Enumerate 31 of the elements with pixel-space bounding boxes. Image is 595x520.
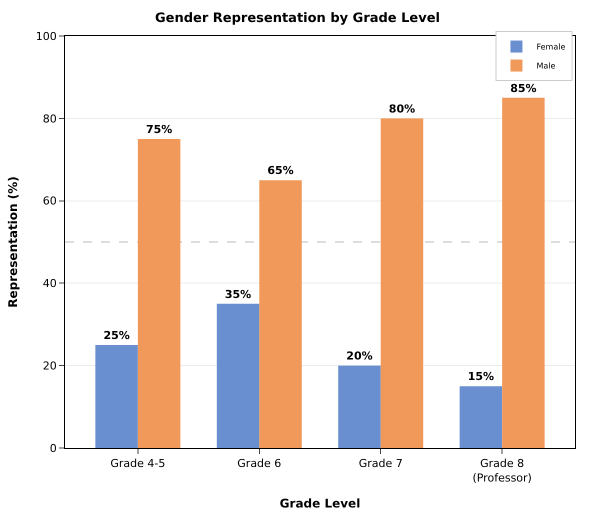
data-label: 25% <box>103 329 130 342</box>
x-tick-label: Grade 7 <box>358 457 403 470</box>
data-label: 65% <box>267 164 294 178</box>
data-label: 35% <box>224 288 252 301</box>
bar <box>138 139 180 448</box>
data-label: 80% <box>388 102 416 116</box>
legend-label: Male <box>536 62 556 71</box>
bar <box>460 386 502 448</box>
bar <box>380 118 424 448</box>
x-tick-label: Grade 6 <box>237 457 282 470</box>
y-tick-label: 20 <box>42 359 57 372</box>
bar <box>259 180 302 448</box>
y-tick-label: 60 <box>42 194 57 208</box>
x-axis-title: Grade Level <box>280 496 360 510</box>
chart-title: Gender Representation by Grade Level <box>155 11 440 26</box>
data-label: 85% <box>510 82 537 95</box>
y-axis-title: Representation (%) <box>6 176 20 308</box>
y-tick-label: 0 <box>50 442 57 455</box>
bar <box>502 98 545 448</box>
y-tick-label: 100 <box>36 30 57 43</box>
bar <box>95 345 138 448</box>
legend-label: Female <box>536 42 566 52</box>
bar <box>216 304 260 448</box>
y-tick-label: 40 <box>42 277 57 290</box>
data-label: 75% <box>146 123 172 136</box>
data-label: 20% <box>346 350 373 363</box>
y-tick-label: 80 <box>42 112 57 126</box>
x-tick-label: Grade 8 (Professor) <box>472 457 532 484</box>
data-label: 15% <box>468 370 494 384</box>
bar <box>338 366 381 448</box>
x-tick-label: Grade 4-5 <box>110 457 166 470</box>
